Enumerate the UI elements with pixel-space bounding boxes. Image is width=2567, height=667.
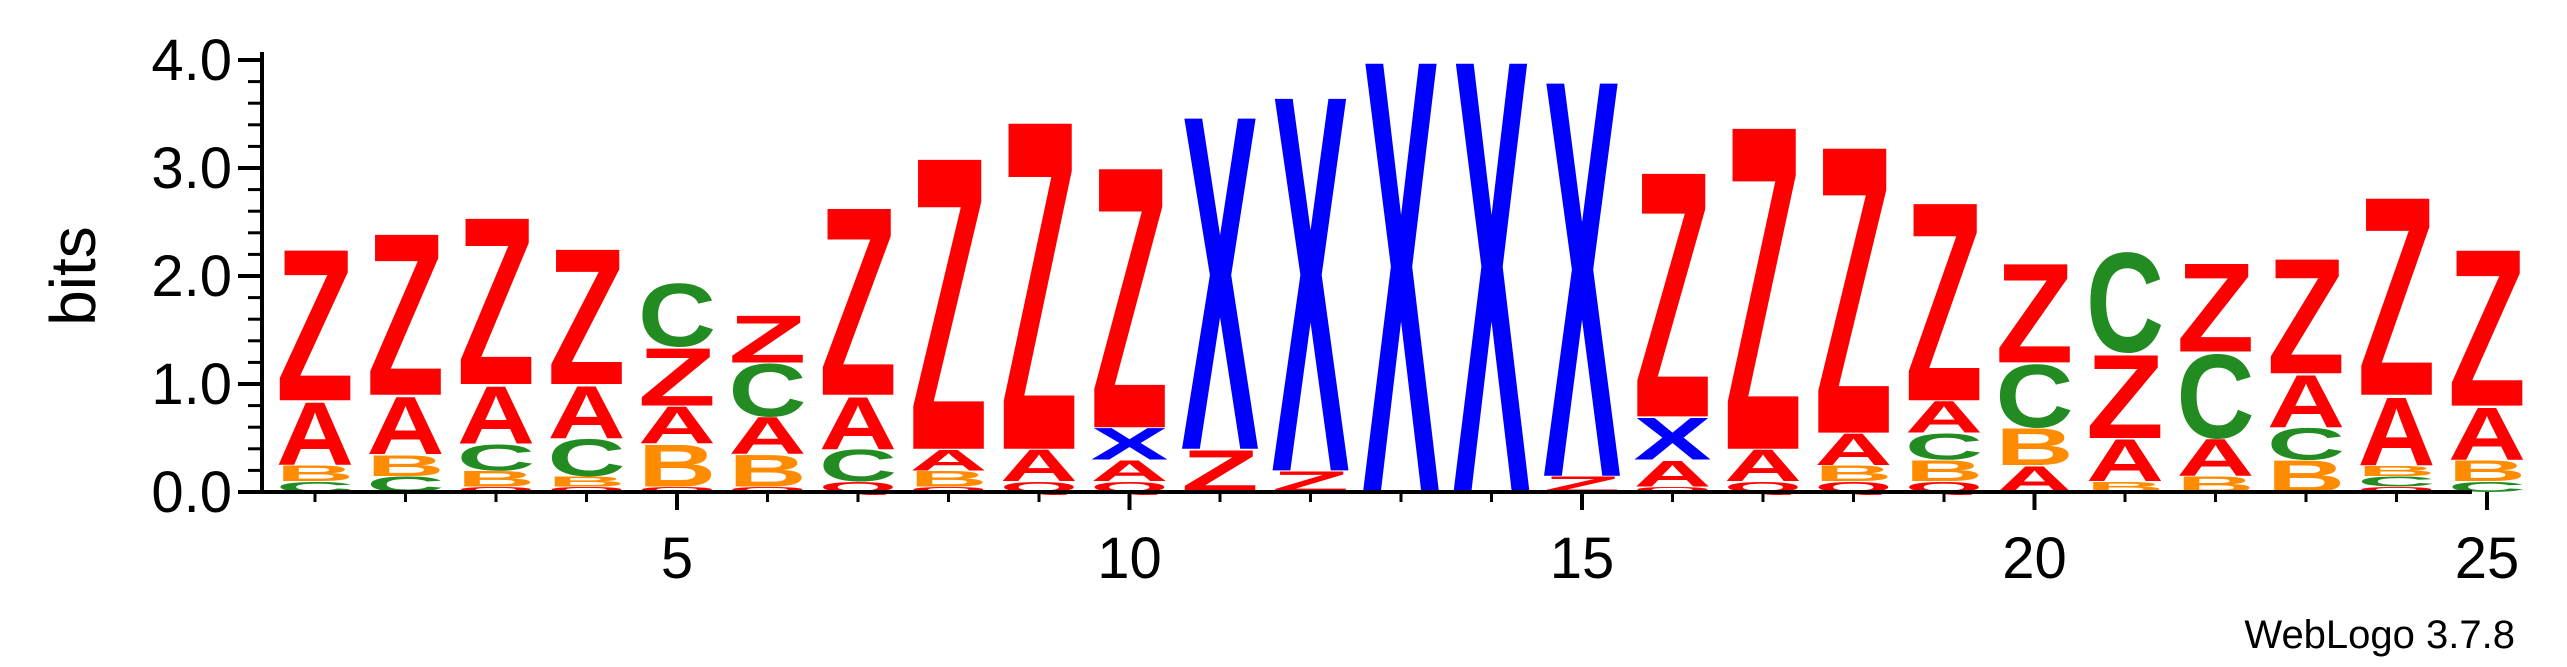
logo-letter-a: A — [367, 380, 445, 472]
logo-letter-b: B — [2448, 454, 2526, 488]
logo-letter-c: C — [2177, 331, 2255, 464]
x-tick-label: 10 — [1097, 526, 1162, 591]
logo-letter-z: Z — [1091, 88, 1169, 507]
logo-letter-a: A — [1905, 392, 1983, 443]
logo-letter-c: C — [1996, 347, 2074, 447]
y-axis-ticks: 0.0 1.0 2.0 3.0 4.0 — [151, 28, 262, 525]
logo-letter-a: A — [638, 396, 716, 455]
logo-letter-q: Q — [457, 485, 535, 493]
logo-letter-b: B — [1905, 454, 1983, 488]
logo-letter-z: Z — [457, 167, 535, 435]
logo-letter-a: A — [2448, 392, 2526, 476]
x-axis-ticks: 5 10 15 20 25 — [313, 492, 2520, 591]
logo-letter-c: C — [2267, 419, 2345, 470]
logo-letter-a: A — [1724, 440, 1802, 491]
logo-letter-a: A — [2267, 359, 2345, 443]
logo-letter-b: B — [1996, 417, 2074, 476]
logo-letter-z: Z — [1996, 234, 2074, 393]
logo-letter-z: Z — [638, 331, 716, 423]
axes: 0.0 1.0 2.0 3.0 4.0 5 10 15 20 25 — [151, 28, 2519, 591]
y-tick-label: 0.0 — [151, 460, 232, 525]
logo-letter-z: Z — [819, 151, 897, 453]
logo-letter-a: A — [2177, 428, 2255, 487]
logo-letter-a: A — [910, 443, 988, 477]
logo-letter-a: A — [1815, 424, 1893, 475]
logo-letter-z: Z — [1000, 23, 1078, 550]
logo-letter-a: A — [548, 370, 626, 454]
logo-letter-z: Z — [2358, 137, 2436, 456]
logo-letter-c: C — [2086, 223, 2164, 382]
logo-letter-b: B — [1815, 461, 1893, 486]
logo-letter-x: X — [1091, 419, 1169, 469]
logo-letter-q: Q — [548, 485, 626, 493]
logo-letter-c: C — [638, 266, 716, 366]
logo-letter-q: Q — [910, 485, 988, 493]
weblogo-version-label: WebLogo 3.7.8 — [2244, 613, 2515, 657]
logo-letter-x: X — [1181, 16, 1260, 552]
logo-letter-a: A — [729, 407, 807, 466]
logo-letter-q: Q — [638, 485, 716, 493]
logo-letter-b: B — [457, 466, 535, 491]
logo-letter-z: Z — [910, 69, 988, 539]
logo-letter-z: Z — [1634, 99, 1712, 493]
logo-letter-b: B — [548, 473, 626, 490]
y-tick-label: 1.0 — [151, 352, 232, 417]
logo-letter-c: C — [819, 440, 897, 491]
logo-letter-a: A — [2358, 377, 2436, 486]
logo-letter-z: Z — [367, 184, 445, 444]
logo-letter-z: Z — [1724, 29, 1802, 549]
logo-letter-c: C — [1905, 426, 1983, 468]
logo-letter-a: A — [819, 381, 897, 465]
logo-letter-z: Z — [276, 204, 354, 447]
x-tick-label: 15 — [1550, 526, 1615, 591]
logo-letter-b: B — [2358, 462, 2436, 479]
logo-letter-z: Z — [1905, 142, 1983, 461]
logo-letter-z: Z — [2267, 224, 2345, 409]
logo-letter-z: Z — [2448, 201, 2526, 453]
logo-letter-a: A — [1000, 440, 1078, 491]
logo-letter-c: C — [457, 437, 535, 479]
logo-letter-a: A — [2086, 427, 2164, 494]
logo-letter-q: Q — [2358, 485, 2436, 493]
x-tick-label: 20 — [2002, 526, 2067, 591]
logo-letter-x: X — [1272, 0, 1351, 585]
x-tick-label: 25 — [2455, 526, 2520, 591]
logo-letter-a: A — [276, 384, 354, 484]
logo-letter-a: A — [1634, 453, 1712, 495]
logo-letter-b: B — [729, 446, 807, 497]
logo-letter-a: A — [1091, 454, 1169, 488]
logo-letter-b: B — [910, 466, 988, 491]
y-axis-label: bits — [37, 226, 109, 326]
logo-letter-c: C — [729, 349, 807, 433]
logo-letter-x: X — [1362, 0, 1441, 624]
x-tick-label: 5 — [661, 526, 693, 591]
y-tick-label: 2.0 — [151, 244, 232, 309]
logo-letter-q: Q — [729, 485, 807, 493]
logo-letter-c: C — [548, 428, 626, 487]
logo-letter-z: Z — [2086, 330, 2164, 464]
logo-letter-b: B — [367, 449, 445, 483]
logo-letter-z: Z — [548, 208, 626, 426]
logo-letter-a: A — [457, 370, 535, 462]
logo-letter-x: X — [1453, 0, 1532, 624]
logo-letter-b: B — [276, 461, 354, 486]
logo-letter-c: C — [2358, 473, 2436, 490]
logo-letter-b: B — [638, 432, 716, 499]
logo-letter-q: Q — [1634, 485, 1712, 493]
logo-letter-z: Z — [1815, 60, 1893, 521]
y-tick-label: 4.0 — [151, 28, 232, 93]
logo-letter-x: X — [1634, 405, 1712, 472]
logo-letter-z: Z — [2177, 238, 2255, 380]
y-tick-label: 3.0 — [151, 136, 232, 201]
logo-letter-z: Z — [729, 302, 807, 377]
